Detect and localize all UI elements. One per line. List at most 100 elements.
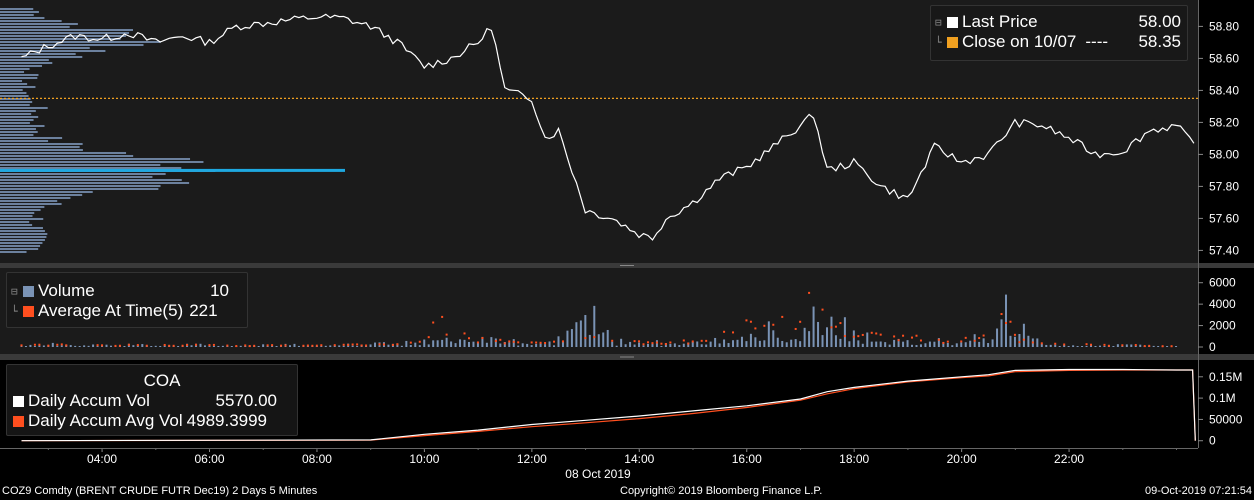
price-line bbox=[21, 13, 1195, 241]
accum-legend[interactable]: COA Daily Accum Vol 5570.00 Daily Accum … bbox=[6, 364, 298, 436]
price-legend[interactable]: ⊟ Last Price 58.00 └ Close on 10/07 ----… bbox=[930, 5, 1188, 61]
volume-bar bbox=[485, 342, 488, 347]
volume-bar bbox=[409, 344, 412, 347]
average-dot bbox=[754, 327, 757, 330]
volume-bar bbox=[499, 343, 502, 347]
volume-bar bbox=[405, 340, 408, 347]
volume-bar bbox=[593, 305, 596, 347]
tree-collapse-icon[interactable]: ⊟ bbox=[935, 15, 942, 29]
legend-accum-avg[interactable]: Daily Accum Avg Vol 4989.3999 bbox=[13, 411, 291, 431]
volume-bar bbox=[772, 330, 775, 347]
volume-bar bbox=[521, 343, 524, 347]
average-dot bbox=[427, 336, 430, 339]
volume-bar bbox=[566, 330, 569, 347]
average-dot bbox=[593, 336, 596, 339]
volume-bar bbox=[1063, 344, 1066, 347]
volume-bar bbox=[494, 338, 497, 347]
profile-bar bbox=[0, 245, 41, 247]
volume-bar bbox=[902, 341, 905, 347]
average-dot bbox=[1063, 343, 1066, 346]
volume-bar bbox=[911, 344, 914, 347]
average-dot bbox=[118, 344, 121, 347]
volume-bar bbox=[817, 321, 820, 347]
tree-branch-icon: └ bbox=[935, 35, 942, 49]
legend-close[interactable]: └ Close on 10/07 ---- 58.35 bbox=[935, 32, 1181, 52]
legend-average[interactable]: └ Average At Time(5) 221 bbox=[11, 301, 241, 321]
x-axis-date-label: 08 Oct 2019 bbox=[565, 467, 631, 481]
average-dot bbox=[271, 344, 274, 347]
volume-bar bbox=[159, 346, 162, 347]
legend-volume[interactable]: ⊟ Volume 10 bbox=[11, 281, 241, 301]
legend-accum-vol[interactable]: Daily Accum Vol 5570.00 bbox=[13, 391, 291, 411]
profile-bar bbox=[0, 104, 30, 106]
profile-bar bbox=[0, 68, 30, 70]
y-tick-label: 58.20 bbox=[1209, 115, 1239, 129]
average-dot bbox=[1143, 345, 1146, 348]
average-dot bbox=[163, 343, 166, 346]
profile-bar bbox=[0, 119, 34, 121]
profile-bar bbox=[0, 131, 38, 133]
volume-bar bbox=[705, 344, 708, 347]
volume-bar bbox=[517, 345, 520, 347]
volume-bar bbox=[906, 340, 909, 347]
profile-bar bbox=[0, 146, 80, 148]
volume-bar bbox=[799, 341, 802, 347]
volume-bar bbox=[288, 345, 291, 347]
average-dot bbox=[535, 341, 538, 344]
profile-bar bbox=[0, 143, 83, 145]
volume-bar bbox=[109, 345, 112, 347]
volume-bar bbox=[293, 343, 296, 347]
tree-collapse-icon[interactable]: ⊟ bbox=[11, 284, 18, 298]
volume-bar bbox=[1139, 344, 1142, 347]
average-dot bbox=[1040, 342, 1043, 345]
average-dot bbox=[47, 344, 50, 347]
volume-bar bbox=[472, 341, 475, 347]
volume-bar bbox=[638, 342, 641, 347]
average-dot bbox=[432, 321, 435, 324]
volume-bar bbox=[839, 338, 842, 347]
average-dot bbox=[1103, 343, 1106, 346]
volume-bar bbox=[1103, 346, 1106, 347]
average-dot bbox=[517, 341, 520, 344]
volume-bar bbox=[843, 317, 846, 347]
volume-bar bbox=[436, 340, 439, 347]
profile-bar bbox=[0, 230, 45, 232]
profile-bar bbox=[0, 77, 38, 79]
average-dot bbox=[244, 344, 247, 347]
volume-bar bbox=[356, 345, 359, 347]
profile-bar bbox=[0, 155, 134, 157]
volume-bar bbox=[239, 345, 242, 347]
x-tick-label: 20:00 bbox=[947, 452, 977, 466]
average-dot bbox=[973, 339, 976, 342]
volume-bar bbox=[655, 340, 658, 347]
profile-bar bbox=[0, 140, 49, 142]
volume-bar bbox=[740, 336, 743, 347]
average-dot bbox=[333, 344, 336, 347]
profile-bar bbox=[0, 182, 190, 184]
x-tick-label: 08:00 bbox=[302, 452, 332, 466]
average-dot bbox=[723, 330, 726, 333]
y-tick-label: 0 bbox=[1209, 340, 1216, 354]
volume-bar bbox=[942, 342, 945, 347]
y-tick-label: 0.1M bbox=[1209, 391, 1236, 405]
average-dot bbox=[235, 345, 238, 348]
volume-bar bbox=[678, 345, 681, 347]
average-dot bbox=[96, 344, 99, 347]
profile-bar bbox=[0, 212, 35, 214]
volume-bar bbox=[1022, 323, 1025, 347]
average-dot bbox=[441, 315, 444, 318]
legend-last-price[interactable]: ⊟ Last Price 58.00 bbox=[935, 12, 1181, 32]
average-at-time-series bbox=[20, 291, 1173, 348]
volume-bar bbox=[324, 345, 327, 347]
volume-bar bbox=[794, 339, 797, 347]
volume-bar bbox=[606, 329, 609, 347]
average-dot bbox=[919, 339, 922, 342]
profile-bar bbox=[0, 176, 153, 178]
average-dot bbox=[248, 345, 251, 348]
volume-bar bbox=[387, 344, 390, 347]
average-dot bbox=[1022, 338, 1025, 341]
average-dot bbox=[700, 339, 703, 342]
volume-legend[interactable]: ⊟ Volume 10 └ Average At Time(5) 221 bbox=[6, 272, 248, 328]
average-dot bbox=[114, 344, 117, 347]
volume-bar bbox=[893, 339, 896, 347]
